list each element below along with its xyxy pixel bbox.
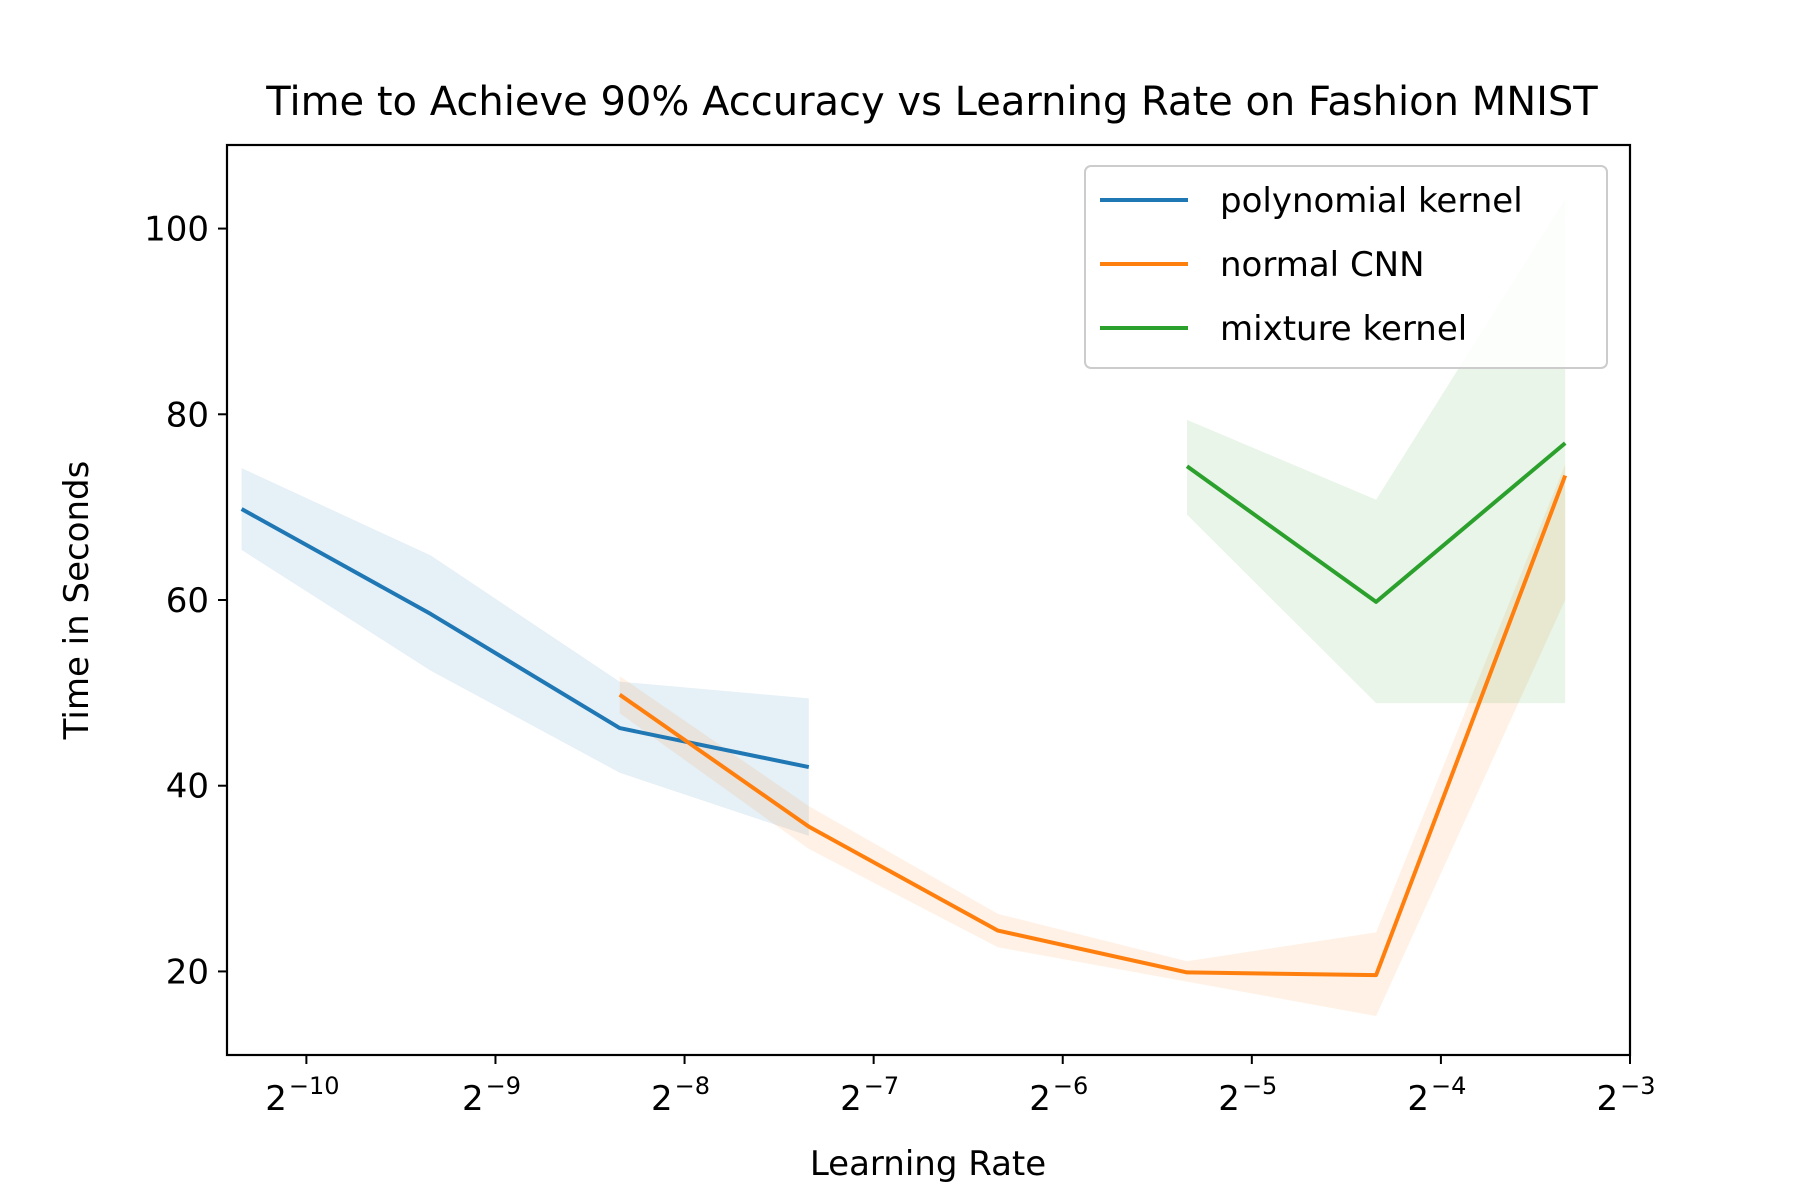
y-tick-label: 40 xyxy=(166,767,209,807)
legend-label-normal-cnn: normal CNN xyxy=(1220,245,1425,285)
y-axis-label: Time in Seconds xyxy=(57,461,97,741)
legend-box xyxy=(1084,165,1608,369)
y-tick-label: 100 xyxy=(144,210,209,250)
chart-title: Time to Achieve 90% Accuracy vs Learning… xyxy=(265,79,1598,125)
x-tick-label: 2−8 xyxy=(651,1072,710,1119)
x-axis-label: Learning Rate xyxy=(810,1144,1046,1184)
x-tick-label: 2−10 xyxy=(265,1072,339,1119)
legend: polynomial kernel normal CNN mixture kerne… xyxy=(1084,165,1608,369)
x-tick-label: 2−7 xyxy=(840,1072,899,1119)
y-axis-ticks: 20 40 60 80 100 xyxy=(144,210,227,992)
x-axis-ticks: 2−10 2−9 2−8 2−7 2−6 2−5 2−4 2−3 xyxy=(265,1055,1656,1119)
x-tick-label: 2−3 xyxy=(1596,1072,1655,1119)
y-tick-label: 60 xyxy=(166,581,209,621)
y-tick-label: 80 xyxy=(166,395,209,435)
confidence-bands xyxy=(241,198,1566,1016)
x-tick-label: 2−4 xyxy=(1407,1072,1466,1119)
x-tick-label: 2−9 xyxy=(462,1072,521,1119)
series-lines xyxy=(240,441,1568,978)
band-polynomial-kernel xyxy=(241,468,809,836)
y-tick-label: 20 xyxy=(166,952,209,992)
line-normal-cnn xyxy=(618,474,1568,978)
x-tick-label: 2−6 xyxy=(1029,1072,1088,1119)
band-mixture-kernel xyxy=(1187,198,1566,704)
legend-label-polynomial-kernel: polynomial kernel xyxy=(1220,181,1523,221)
line-polynomial-kernel xyxy=(240,507,810,770)
x-tick-label: 2−5 xyxy=(1218,1072,1277,1119)
legend-label-mixture-kernel: mixture kernel xyxy=(1220,309,1467,349)
